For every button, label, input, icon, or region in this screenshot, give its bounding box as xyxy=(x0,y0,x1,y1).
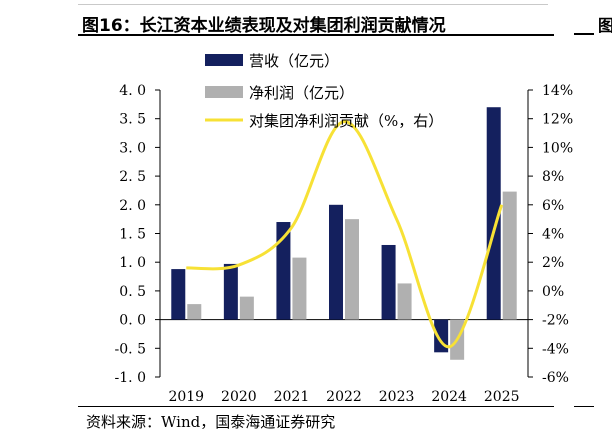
right-fragment-rule xyxy=(574,33,594,35)
source-note: 资料来源：Wind，国泰海通证券研究 xyxy=(86,413,336,431)
x-tick-label: 2019 xyxy=(168,389,204,405)
revenue-bar xyxy=(171,269,186,320)
profit-bar xyxy=(397,283,412,320)
left-tick-label: 2. 5 xyxy=(119,169,146,185)
left-tick-label: 2. 0 xyxy=(119,198,146,214)
left-tick-label: 0. 5 xyxy=(119,284,146,300)
right-tick-label: 0% xyxy=(542,284,564,300)
right-tick-label: 14% xyxy=(542,83,573,99)
profit-bar xyxy=(292,257,307,320)
profit-bar xyxy=(502,191,517,320)
top-rule xyxy=(78,4,548,5)
x-tick-label: 2024 xyxy=(431,389,467,405)
right-page-fragment: 图 xyxy=(598,16,612,35)
bar-layer xyxy=(171,107,517,360)
left-tick-label: -1. 0 xyxy=(115,370,146,386)
right-tick-label: 6% xyxy=(542,198,564,214)
chart-legend: 营收（亿元） 净利润（亿元） 对集团净利润贡献（%，右） xyxy=(205,52,443,130)
left-tick-label: 0. 0 xyxy=(119,313,146,329)
x-tick-label: 2023 xyxy=(379,389,415,405)
left-tick-label: 4. 0 xyxy=(119,83,146,99)
left-tick-label: 1. 0 xyxy=(119,255,146,271)
left-tick-label: 3. 0 xyxy=(119,140,146,156)
right-tick-label: 4% xyxy=(542,227,564,243)
line-layer xyxy=(186,120,504,349)
left-tick-label: 1. 5 xyxy=(119,227,146,243)
left-tick-label: 3. 5 xyxy=(119,112,146,128)
bottom-rule-right xyxy=(574,406,594,407)
x-tick-label: 2025 xyxy=(484,389,520,405)
x-tick-label: 2022 xyxy=(326,389,362,405)
legend-label-contribution: 对集团净利润贡献（%，右） xyxy=(249,112,443,130)
right-tick-label: -2% xyxy=(542,313,569,329)
right-tick-label: 12% xyxy=(542,112,573,128)
legend-label-revenue: 营收（亿元） xyxy=(249,52,339,70)
revenue-bar xyxy=(381,244,396,320)
x-tick-label: 2020 xyxy=(221,389,257,405)
chart-axes: 4. 0 3. 5 3. 0 2. 5 2. 0 1. 5 1. 0 0. 5 0. 0 -0. … xyxy=(115,83,574,405)
title-bar: 图16：长江资本业绩表现及对集团利润贡献情况 xyxy=(78,6,554,36)
left-tick-label: -0. 5 xyxy=(115,341,146,357)
legend-swatch-revenue xyxy=(205,54,243,66)
contribution-line xyxy=(186,120,504,349)
right-tick-label: 10% xyxy=(542,140,573,156)
right-tick-label: -6% xyxy=(542,370,569,386)
revenue-bar xyxy=(329,204,343,320)
legend-swatch-profit xyxy=(205,86,243,98)
chart-title: 图16：长江资本业绩表现及对集团利润贡献情况 xyxy=(82,16,446,36)
right-tick-label: 2% xyxy=(542,255,564,271)
revenue-bar xyxy=(223,263,238,320)
revenue-bar xyxy=(276,222,291,320)
profit-bar xyxy=(239,296,254,320)
x-tick-label: 2021 xyxy=(274,389,310,405)
profit-bar xyxy=(345,219,359,320)
right-tick-label: -4% xyxy=(542,341,569,357)
legend-label-profit: 净利润（亿元） xyxy=(249,84,354,102)
revenue-bar xyxy=(486,107,501,320)
bottom-rule xyxy=(78,406,554,407)
profit-bar xyxy=(187,304,202,320)
right-tick-label: 8% xyxy=(542,169,564,185)
